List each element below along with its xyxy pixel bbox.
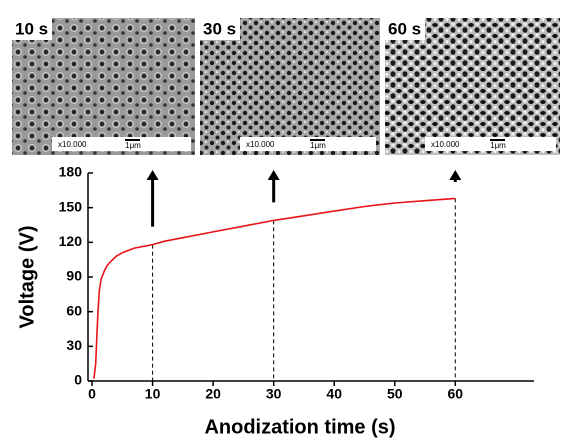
sem-image [12, 18, 195, 155]
x-tick-label: 10 [145, 386, 161, 402]
magnification: x10.000 [246, 140, 275, 149]
magnification: x10.000 [58, 140, 87, 149]
image-label: 30 s [203, 19, 236, 38]
y-tick-label: 60 [66, 302, 82, 318]
scale-bg [52, 137, 191, 151]
scale-label: 1μm [310, 141, 326, 150]
label-bg [12, 18, 52, 40]
scale-bg [240, 137, 376, 151]
arrow-head [267, 170, 280, 180]
sem-image [385, 18, 560, 155]
y-tick-label: 90 [66, 268, 82, 284]
scale-label: 1μm [125, 141, 141, 150]
x-tick-label: 60 [448, 386, 464, 402]
voltage-curve [93, 197, 456, 379]
plot: 0 30 60 90 120 150 180 0 10 20 30 40 50 60 Anodization… [16, 164, 534, 438]
scale-bg [425, 137, 556, 151]
x-tick-label: 50 [387, 386, 403, 402]
y-tick-label: 120 [59, 233, 83, 249]
y-tick-label: 0 [74, 372, 82, 388]
x-tick-label: 0 [88, 386, 96, 402]
y-tick-label: 30 [66, 337, 82, 353]
y-tick-label: 150 [59, 198, 83, 214]
sem-images: 10 s x10.000 1μm 30 s x10.000 1μm 60 s x10.000 1… [12, 18, 560, 155]
x-tick-label: 30 [266, 386, 282, 402]
x-axis-label: Anodization time (s) [204, 416, 395, 438]
y-axis-label: Voltage (V) [16, 226, 38, 329]
y-tick-label: 180 [59, 164, 83, 180]
image-label: 10 s [15, 19, 48, 38]
x-tick-label: 20 [205, 386, 221, 402]
label-bg [385, 18, 425, 40]
arrow-head [146, 170, 159, 180]
scale-label: 1μm [490, 141, 506, 150]
magnification: x10.000 [431, 140, 460, 149]
sem-image [200, 18, 380, 155]
label-bg [200, 18, 240, 40]
arrow-head [449, 170, 462, 180]
image-label: 60 s [388, 19, 421, 38]
x-tick-label: 40 [326, 386, 342, 402]
